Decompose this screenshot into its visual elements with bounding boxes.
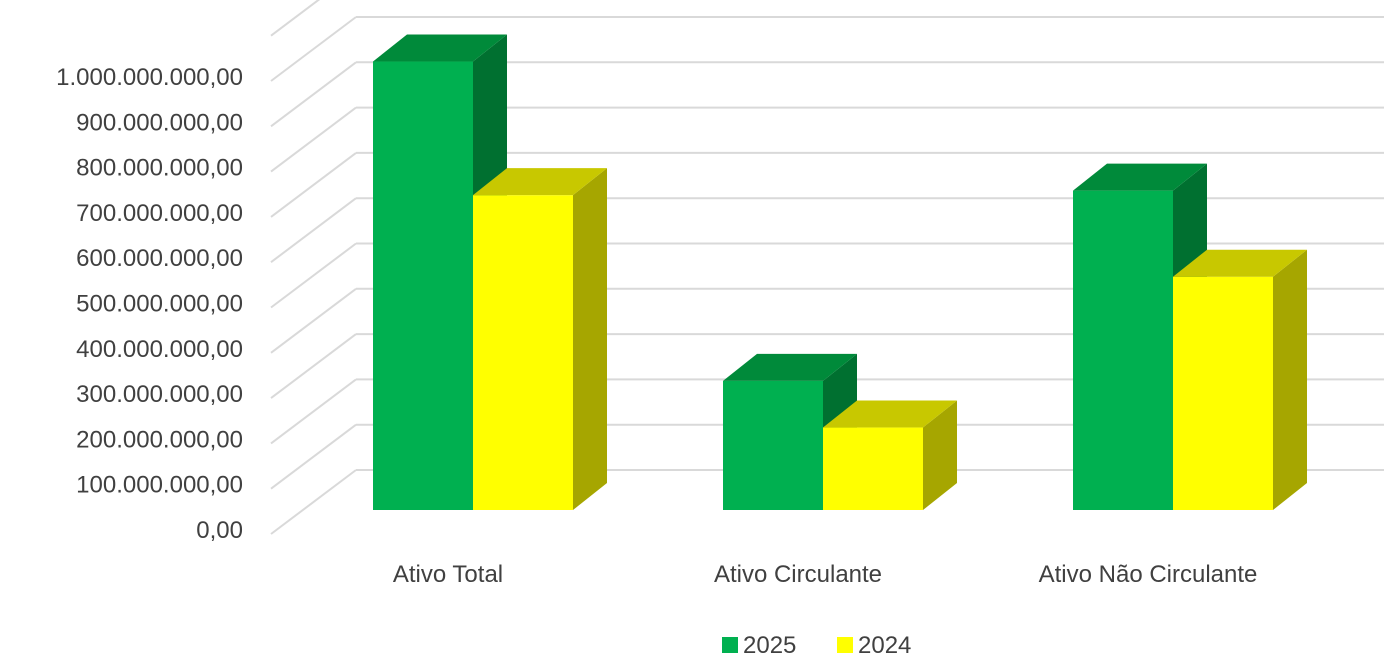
bar-2024-2	[1173, 249, 1307, 510]
legend-swatch	[722, 637, 738, 653]
gridline-side	[270, 0, 321, 37]
legend-swatch	[837, 637, 853, 653]
bar-top	[1173, 249, 1307, 277]
legend-label: 2024	[858, 632, 911, 657]
x-category-label: Ativo Total	[393, 561, 503, 588]
bar-2024-1	[823, 400, 957, 510]
y-tick-label: 0,00	[196, 517, 243, 544]
gridline-side	[270, 152, 357, 218]
bar-front	[723, 380, 823, 510]
bar-side	[1273, 249, 1307, 510]
y-tick-label: 100.000.000,00	[76, 472, 243, 499]
legend-item-2024: 2024	[837, 632, 911, 659]
bar-front	[473, 195, 573, 511]
bar-front	[1173, 276, 1273, 510]
legend-item-2025: 2025	[722, 632, 796, 659]
y-tick-label: 600.000.000,00	[76, 245, 243, 272]
y-tick-label: 500.000.000,00	[76, 291, 243, 318]
bar-top	[1073, 163, 1207, 191]
y-tick-label: 900.000.000,00	[76, 109, 243, 136]
x-category-label: Ativo Não Circulante	[1039, 561, 1258, 588]
y-tick-label: 800.000.000,00	[76, 155, 243, 182]
legend: 2025 2024	[722, 632, 911, 659]
x-axis-categories: Ativo Total Ativo Circulante Ativo Não Cir…	[393, 561, 1258, 588]
gridline-side	[270, 16, 357, 82]
gridline-side	[270, 288, 357, 354]
bar-top	[373, 34, 507, 62]
bar-front	[823, 427, 923, 510]
y-tick-label: 400.000.000,00	[76, 336, 243, 363]
gridline-side	[270, 423, 357, 490]
gridline-side	[270, 333, 357, 399]
bar-top	[823, 400, 957, 428]
legend-label: 2025	[743, 632, 796, 657]
gridline-side	[270, 106, 357, 173]
bar-side	[573, 168, 607, 511]
gridline-side	[270, 378, 357, 445]
bar-side	[923, 400, 957, 510]
y-tick-label: 300.000.000,00	[76, 381, 243, 408]
y-tick-label: 700.000.000,00	[76, 200, 243, 227]
bar-top	[473, 168, 607, 196]
y-axis-ticks: 0,00 100.000.000,00 200.000.000,00 300.000.…	[56, 64, 243, 544]
gridline-side	[270, 61, 357, 128]
y-tick-label: 200.000.000,00	[76, 426, 243, 453]
bars	[373, 34, 1307, 511]
bar-front	[373, 61, 473, 510]
gridline-side	[270, 469, 357, 535]
gridline-side	[270, 197, 357, 263]
bar-front	[1073, 190, 1173, 510]
y-tick-label: 1.000.000.000,00	[56, 64, 243, 91]
bar-2024-0	[473, 168, 607, 511]
x-category-label: Ativo Circulante	[714, 561, 882, 588]
bar-top	[723, 353, 857, 381]
gridline-side	[270, 242, 357, 309]
